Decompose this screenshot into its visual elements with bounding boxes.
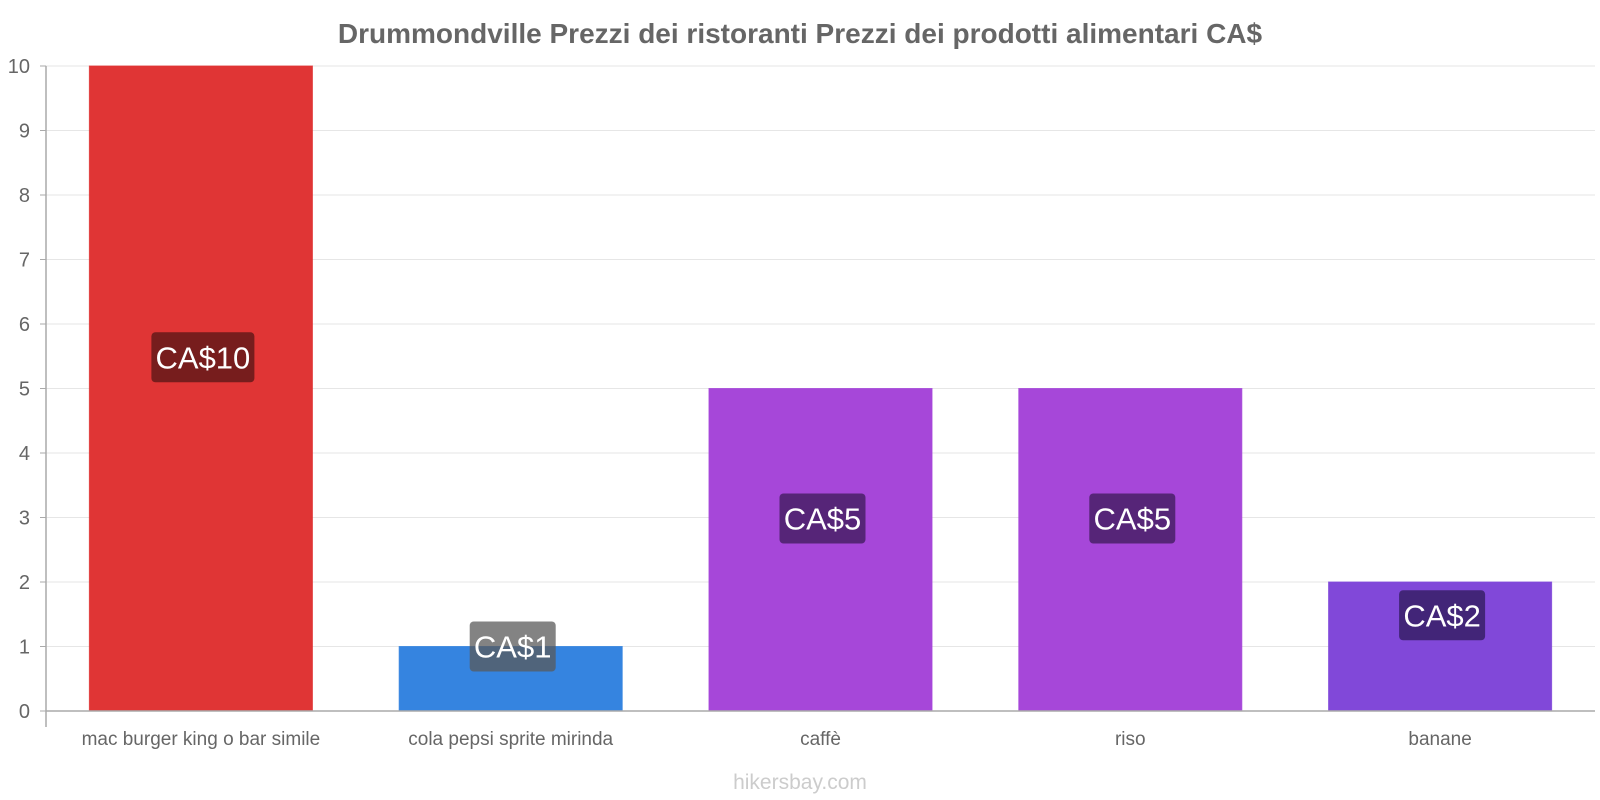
data-label: CA$1	[474, 630, 552, 665]
y-tick-label: 6	[19, 314, 30, 336]
data-label: CA$10	[156, 340, 251, 375]
y-tick-label: 8	[19, 185, 30, 207]
y-tick-label: 2	[19, 572, 30, 594]
y-tick-label: 9	[19, 121, 30, 143]
data-label-bg	[1089, 493, 1176, 544]
y-tick-label: 10	[8, 56, 30, 78]
bar-1	[88, 65, 313, 712]
data-label: CA$5	[1094, 502, 1172, 537]
data-labels: CA$10 CA$1 CA$5 CA$5 CA$2	[151, 332, 1486, 672]
chart-title: Drummondville Prezzi dei ristoranti Prez…	[338, 18, 1263, 49]
footer-watermark: hikersbay.com	[733, 771, 867, 794]
x-category-label: caffè	[800, 729, 841, 750]
axes: 0 1 2 3 4 5 6 7 8 9 10 mac burger king o bar simile…	[8, 56, 1595, 750]
bar-4	[1018, 388, 1243, 712]
y-tick-label: 5	[19, 379, 30, 401]
bar-3	[708, 388, 933, 712]
data-label-bg	[469, 621, 556, 672]
x-category-label: banane	[1408, 729, 1471, 750]
data-label-bg	[1399, 590, 1486, 641]
data-label: CA$5	[784, 502, 862, 537]
bars	[88, 65, 1553, 712]
x-category-label: riso	[1115, 729, 1146, 750]
y-tick-label: 4	[19, 443, 30, 465]
y-tick-label: 3	[19, 508, 30, 530]
y-tick-label: 7	[19, 250, 30, 272]
y-tick-label: 0	[19, 701, 30, 723]
x-category-label: cola pepsi sprite mirinda	[408, 729, 613, 750]
x-category-label: mac burger king o bar simile	[82, 729, 321, 750]
data-label-bg	[779, 493, 866, 544]
data-label: CA$2	[1403, 598, 1481, 633]
y-tick-label: 1	[19, 637, 30, 659]
data-label-bg	[151, 332, 255, 383]
